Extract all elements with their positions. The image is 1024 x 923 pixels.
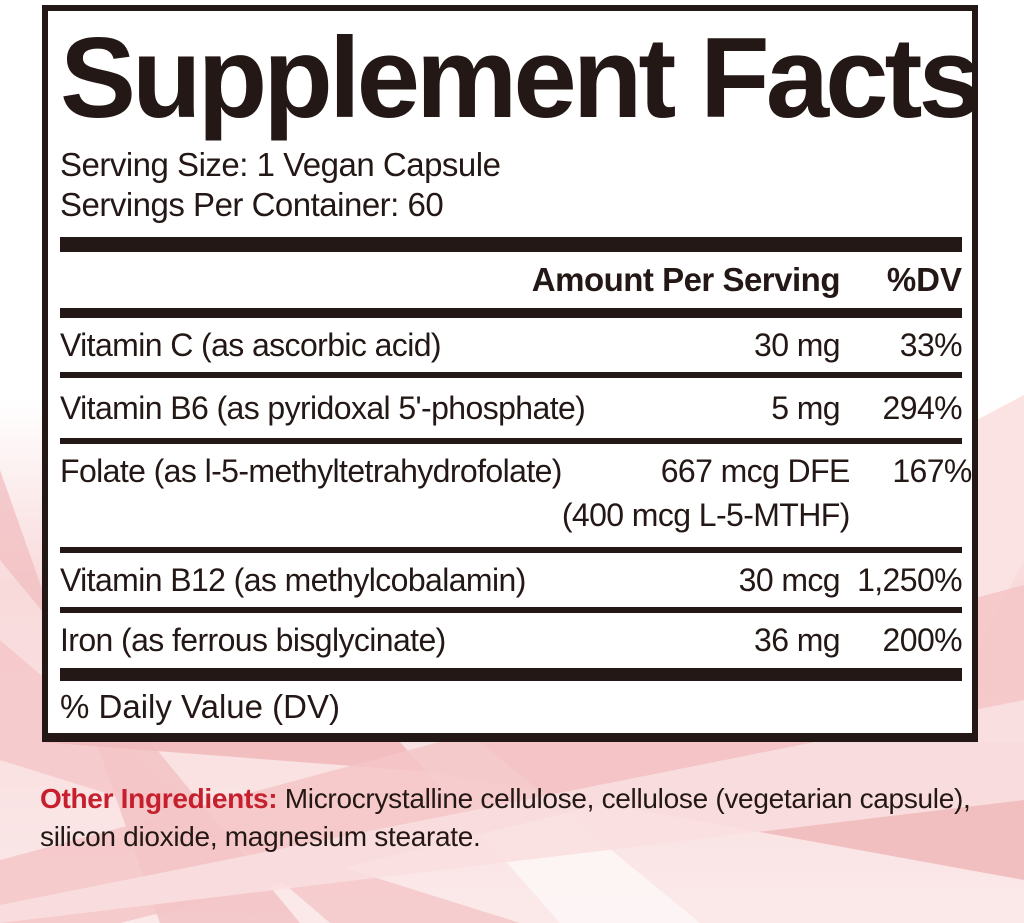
row-divider [60,438,962,445]
table-header-row: Amount Per Serving %DV [60,252,962,308]
nutrient-name: Folate (as l-5-methyltetrahydrofolate) [60,453,562,490]
nutrient-name: Iron (as ferrous bisglycinate) [60,622,446,659]
nutrient-amount: 36 mg [754,622,841,659]
nutrient-amount: 5 mg [771,389,840,426]
thick-divider-top [60,237,962,253]
nutrient-dv: 294% [882,389,963,426]
serving-size-text: Serving Size: 1 Vegan Capsule [60,146,501,184]
row-iron: Iron (as ferrous bisglycinate) 36 mg 200… [60,613,963,668]
nutrient-name: Vitamin B6 (as pyridoxal 5'-phosphate) [60,389,586,426]
nutrient-dv: 33% [899,326,963,363]
footnote-text: % Daily Value (DV) [60,688,340,726]
daily-value-footnote: % Daily Value (DV) [60,681,962,733]
nutrient-dv: 1,250% [857,561,963,598]
nutrient-amount-line1: 667 mcg DFE [660,453,851,490]
row-divider [60,372,962,379]
serving-info: Serving Size: 1 Vegan Capsule Servings P… [60,145,962,225]
row-vitamin-b6: Vitamin B6 (as pyridoxal 5'-phosphate) 5… [60,378,963,438]
nutrient-amount-line2: (400 mcg L-5-MTHF) [561,497,851,534]
nutrient-name: Vitamin B12 (as methylcobalamin) [60,561,526,598]
nutrient-amount: 667 mcg DFE (400 mcg L-5-MTHF) [561,449,851,537]
other-ingredients-paragraph: Other Ingredients: Microcrystalline cell… [40,780,990,856]
row-vitamin-c: Vitamin C (as ascorbic acid) 30 mg 33% [60,318,963,372]
nutrient-dv: 167% [892,453,972,490]
nutrient-amount: 30 mg [754,326,841,363]
nutrient-amount: 30 mcg [738,561,841,598]
nutrient-name: Vitamin C (as ascorbic acid) [60,326,442,363]
row-folate: Folate (as l-5-methyltetrahydrofolate) 6… [60,444,972,547]
row-divider [60,607,962,614]
panel-title: Supplement Facts [60,15,982,142]
amount-per-serving-header: Amount Per Serving [531,261,841,299]
percent-dv-header: %DV [886,261,962,299]
servings-per-container-text: Servings Per Container: 60 [60,186,444,224]
other-ingredients-label: Other Ingredients: [40,783,278,814]
supplement-facts-panel: Supplement Facts Serving Size: 1 Vegan C… [42,5,982,742]
nutrient-dv: 200% [882,622,963,659]
thick-divider-bottom [60,668,962,682]
row-vitamin-b12: Vitamin B12 (as methylcobalamin) 30 mcg … [60,553,963,607]
row-divider [60,547,962,554]
other-ingredients-text: Microcrystalline cellulose, cellulose (v… [40,783,971,852]
medium-divider-under-header [60,308,962,319]
